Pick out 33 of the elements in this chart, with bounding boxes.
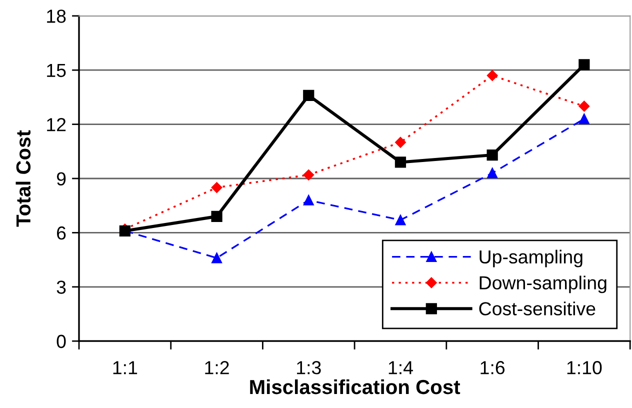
point — [395, 136, 406, 148]
y-tick-label: 9 — [56, 172, 66, 186]
x-axis-title: Misclassification Cost — [250, 379, 460, 394]
x-tick-label: 1:3 — [297, 361, 321, 374]
x-tick-label: 1:1 — [113, 361, 138, 374]
legend-label: Down-sampling — [480, 276, 606, 294]
point — [303, 90, 314, 101]
y-tick-label: 15 — [47, 64, 66, 78]
point — [486, 70, 498, 81]
point — [211, 182, 222, 193]
point — [578, 59, 590, 70]
y-tick-label: 3 — [56, 280, 66, 294]
point — [395, 214, 406, 226]
y-tick-label: 18 — [47, 10, 66, 23]
y-tick-label: 12 — [47, 118, 66, 132]
point — [394, 156, 406, 168]
x-tick-label: 1:10 — [567, 361, 602, 374]
y-axis-title: Total Cost — [16, 130, 31, 227]
legend-label: Up-sampling — [480, 250, 582, 268]
x-tick-label: 1:6 — [480, 361, 505, 374]
legend-label: Cost-sensitive — [479, 302, 596, 316]
point — [487, 168, 498, 178]
point — [578, 114, 590, 124]
y-tick-label: 6 — [57, 226, 66, 240]
point — [211, 210, 222, 222]
point — [486, 149, 498, 161]
point — [303, 169, 314, 180]
point — [303, 194, 314, 206]
point — [578, 100, 590, 112]
x-tick-label: 1:2 — [205, 361, 229, 374]
x-tick-label: 1:4 — [388, 361, 413, 374]
y-tick-label: 0 — [56, 334, 66, 348]
point — [212, 252, 222, 264]
